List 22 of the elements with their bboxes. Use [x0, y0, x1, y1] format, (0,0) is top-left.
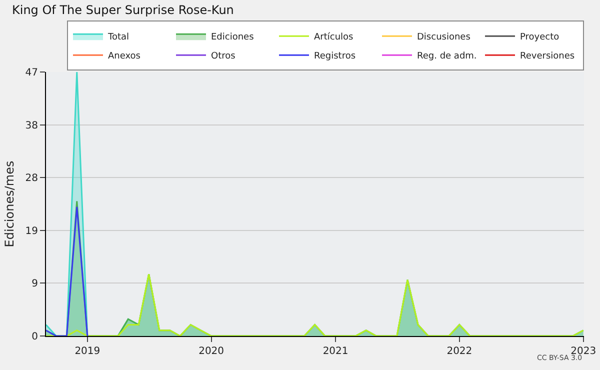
- legend-label: Proyecto: [520, 32, 560, 43]
- legend-label: Reg. de adm.: [417, 52, 477, 62]
- x-tick-label: 2019: [74, 346, 100, 357]
- legend-label: Reversiones: [520, 52, 575, 62]
- x-tick-label: 2020: [198, 346, 224, 357]
- y-tick-label: 38: [25, 120, 38, 132]
- legend-label: Artículos: [314, 32, 354, 43]
- y-tick-label: 0: [32, 332, 38, 342]
- legend-label: Anexos: [108, 52, 141, 62]
- legend-label: Registros: [314, 52, 356, 62]
- legend-label: Discusiones: [417, 32, 471, 43]
- x-tick-label: 2021: [322, 346, 348, 357]
- x-tick-label: 2022: [446, 346, 472, 357]
- y-tick-label: 9: [32, 278, 38, 290]
- y-tick-label: 19: [25, 226, 38, 237]
- legend-label: Ediciones: [211, 32, 254, 43]
- y-tick-label: 47: [25, 68, 38, 78]
- legend-label: Otros: [211, 52, 236, 62]
- y-axis-title: Ediciones/mes: [2, 160, 17, 248]
- legend-label: Total: [107, 32, 130, 43]
- chart-title: King Of The Super Surprise Rose-Kun: [12, 2, 234, 17]
- y-tick-label: 28: [25, 173, 38, 184]
